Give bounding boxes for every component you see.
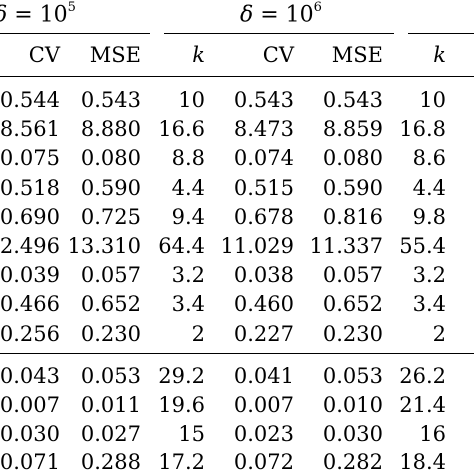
table-cell: 0.282: [322, 450, 383, 474]
table-cell: 0.543: [322, 88, 383, 112]
table-cell: 55.4: [399, 234, 446, 258]
table-cell: 3.2: [412, 263, 446, 288]
table-cell: 0.007: [0, 392, 60, 417]
table-cell: 0.678: [233, 204, 294, 229]
table-cell: 19.6: [158, 392, 205, 417]
table-cell: 13.310: [67, 234, 141, 258]
col-header-cv-1: CV: [28, 43, 60, 67]
table-cell: 0.053: [322, 364, 383, 388]
group-rule-3: [408, 33, 474, 34]
table-cell: 0.072: [233, 450, 294, 474]
table-cell: 16: [419, 421, 446, 446]
table-cell: 29.2: [158, 364, 205, 388]
table-cell: 0.256: [0, 321, 60, 346]
group-rule-2: [164, 33, 394, 34]
table-cell: 21.4: [399, 392, 446, 417]
group-header-delta-1e5: δ = 105: [0, 0, 76, 28]
table-cell: 10: [419, 88, 446, 112]
table-cell: 8.8: [171, 146, 205, 171]
section-midrule: [0, 353, 474, 354]
table-cell: 0.652: [322, 292, 383, 317]
table-cell: 0.071: [0, 450, 60, 474]
table-cell: 8.6: [412, 146, 446, 171]
table-cell: 0.041: [233, 364, 294, 388]
table-cell: 11.337: [309, 234, 383, 258]
table-cell: 0.053: [80, 364, 141, 388]
group-rule-1: [0, 33, 150, 34]
table-cell: 0.023: [233, 421, 294, 446]
table-cell: 0.074: [233, 146, 294, 171]
table-cell: 2.496: [0, 234, 60, 258]
table-cell: 0.027: [80, 421, 141, 446]
col-header-cv-2: CV: [262, 43, 294, 67]
table-cell: 4.4: [171, 175, 205, 200]
header-midrule: [0, 76, 474, 77]
table-cell: 64.4: [158, 234, 205, 258]
table-cell: 0.590: [322, 175, 383, 200]
table-cell: 0.288: [80, 450, 141, 474]
col-header-k-1: k: [192, 43, 205, 67]
table-cell: 8.473: [233, 117, 294, 142]
table-cell: 0.816: [322, 204, 383, 229]
table-cell: 3.4: [171, 292, 205, 317]
table-cell: 3.2: [171, 263, 205, 288]
table-cell: 0.460: [233, 292, 294, 317]
table-cell: 0.652: [80, 292, 141, 317]
table-cell: 17.2: [158, 450, 205, 474]
table-cell: 4.4: [412, 175, 446, 200]
table-cell: 0.057: [80, 263, 141, 288]
table-cell: 0.518: [0, 175, 60, 200]
table-cell: 3.4: [412, 292, 446, 317]
table-cell: 0.011: [80, 392, 141, 417]
table-cell: 0.043: [0, 364, 60, 388]
col-header-k-2: k: [433, 43, 446, 67]
table-cell: 10: [178, 88, 205, 112]
table-cell: 0.543: [80, 88, 141, 112]
table-cell: 0.039: [0, 263, 60, 288]
table-cell: 0.030: [322, 421, 383, 446]
table-cell: 0.230: [80, 321, 141, 346]
table-cell: 8.561: [0, 117, 60, 142]
table-cell: 0.515: [233, 175, 294, 200]
group-header-delta-1e6: δ = 106: [240, 0, 322, 28]
table-cell: 0.080: [322, 146, 383, 171]
col-header-mse-1: MSE: [89, 43, 141, 67]
table-cell: 18.4: [399, 450, 446, 474]
table-cell: 0.080: [80, 146, 141, 171]
table-cell: 9.4: [171, 204, 205, 229]
table-cell: 0.010: [322, 392, 383, 417]
table-cell: 0.227: [233, 321, 294, 346]
table-cell: 8.859: [322, 117, 383, 142]
table-cell: 0.230: [322, 321, 383, 346]
table-cell: 0.690: [0, 204, 60, 229]
table-cell: 9.8: [412, 204, 446, 229]
table-cell: 8.880: [80, 117, 141, 142]
table-cell: 11.029: [220, 234, 294, 258]
table-cell: 0.057: [322, 263, 383, 288]
table-cell: 0.590: [80, 175, 141, 200]
table-cell: 0.725: [80, 204, 141, 229]
table-cell: 2: [191, 321, 205, 346]
table-cell: 2: [432, 321, 446, 346]
table-cell: 16.8: [399, 117, 446, 142]
table-cell: 0.030: [0, 421, 60, 446]
col-header-mse-2: MSE: [331, 43, 383, 67]
table-cell: 0.466: [0, 292, 60, 317]
table-cell: 16.6: [158, 117, 205, 142]
table-cell: 26.2: [399, 364, 446, 388]
table-cell: 0.075: [0, 146, 60, 171]
table-cell: 0.543: [233, 88, 294, 112]
table-cell: 0.038: [233, 263, 294, 288]
table-cell: 15: [178, 421, 205, 446]
table-cell: 0.007: [233, 392, 294, 417]
table-cell: 0.544: [0, 88, 60, 112]
